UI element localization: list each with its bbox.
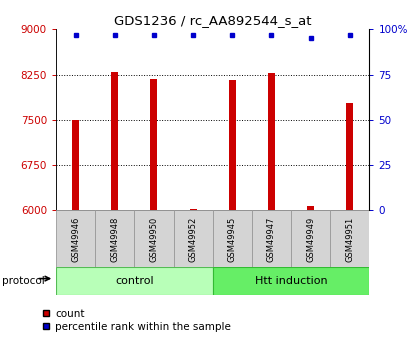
Bar [229,80,236,210]
Bar [307,206,314,210]
Title: GDS1236 / rc_AA892544_s_at: GDS1236 / rc_AA892544_s_at [114,14,311,27]
Text: GSM49950: GSM49950 [149,216,159,262]
Bar [95,210,134,267]
Text: GSM49952: GSM49952 [188,216,198,262]
Text: GSM49946: GSM49946 [71,216,80,262]
Bar [190,209,197,210]
Text: GSM49945: GSM49945 [228,216,237,262]
Text: GSM49949: GSM49949 [306,216,315,262]
Bar [56,210,95,267]
Text: GSM49947: GSM49947 [267,216,276,262]
Text: protocol: protocol [2,276,45,286]
Bar [213,267,369,295]
Bar [134,210,173,267]
Bar [330,210,369,267]
Bar [268,73,275,210]
Legend: count, percentile rank within the sample: count, percentile rank within the sample [43,309,231,332]
Text: GSM49951: GSM49951 [345,216,354,262]
Bar [252,210,291,267]
Bar [111,71,118,210]
Bar [346,103,353,210]
Bar [72,120,79,210]
Bar [213,210,252,267]
Text: control: control [115,276,154,286]
Text: Htt induction: Htt induction [255,276,327,286]
Bar [150,79,157,210]
Bar [291,210,330,267]
Bar [173,210,213,267]
Bar [56,267,213,295]
Text: GSM49948: GSM49948 [110,216,119,262]
